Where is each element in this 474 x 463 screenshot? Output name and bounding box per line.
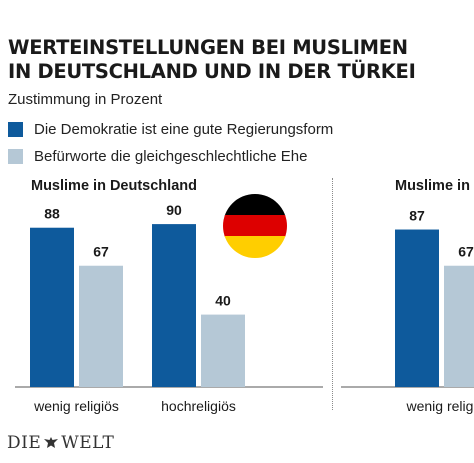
logo-text-die: DIE [7, 433, 42, 453]
chart-title-line-1: WERTEINSTELLUNGEN BEI MUSLIMEN [8, 36, 408, 59]
legend-swatch-marriage [8, 148, 23, 164]
bar-marriage [201, 314, 245, 387]
panel-title-germany: Muslime in Deutschland [31, 178, 197, 194]
bar-marriage [79, 265, 123, 387]
bar-democracy [152, 224, 196, 387]
legend-item-democracy: Die Demokratie ist eine gute Regierungsf… [8, 119, 333, 139]
legend-item-marriage: Befürworte die gleichgeschlechtliche Ehe [8, 146, 308, 166]
bar-democracy [395, 229, 439, 387]
die-welt-logo: DIE WELT [7, 433, 114, 453]
category-label: hochreligiös [161, 398, 236, 414]
data-label: 88 [44, 206, 60, 222]
legend-label-democracy: Die Demokratie ist eine gute Regierungsf… [34, 120, 334, 138]
chart-subtitle: Zustimmung in Prozent [8, 91, 163, 108]
bar-democracy [30, 227, 74, 387]
data-label: 90 [166, 202, 182, 218]
category-label: wenig religi [405, 398, 474, 414]
data-label: 40 [215, 293, 231, 309]
data-label: 67 [458, 244, 474, 260]
data-label: 67 [93, 244, 109, 260]
legend-swatch-democracy [8, 121, 23, 137]
eagle-icon [44, 437, 59, 448]
bar-marriage [444, 265, 474, 387]
chart-title: WERTEINSTELLUNGEN BEI MUSLIMEN IN DEUTSC… [8, 36, 474, 84]
data-label: 87 [409, 208, 425, 224]
chart-title-line-2: IN DEUTSCHLAND UND IN DER TÜRKEI [8, 60, 416, 83]
legend-label-marriage: Befürworte die gleichgeschlechtliche Ehe [34, 147, 308, 165]
category-label: wenig religiös [33, 398, 119, 414]
panel-divider [332, 178, 333, 410]
panel-title-turkey: Muslime in [395, 178, 470, 194]
germany-flag-icon [223, 194, 287, 258]
logo-text-welt: WELT [61, 433, 115, 453]
